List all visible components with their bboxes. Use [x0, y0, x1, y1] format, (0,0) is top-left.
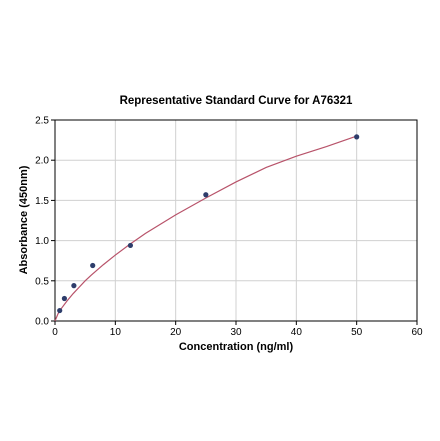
data-point — [57, 307, 63, 314]
data-point — [90, 262, 96, 269]
x-tick-label: 50 — [351, 327, 363, 338]
x-tick-label: 0 — [52, 327, 58, 338]
y-tick-label: 0.0 — [35, 317, 49, 328]
data-point — [61, 295, 68, 302]
fit-curve-line — [54, 135, 357, 322]
y-axis-title: Absorbance (450nm) — [18, 165, 30, 274]
y-tick-label: 1.5 — [35, 196, 49, 207]
data-points — [57, 134, 360, 314]
y-tick-label: 1.0 — [35, 236, 49, 247]
x-tick-label: 40 — [291, 327, 303, 338]
data-point — [354, 134, 360, 140]
y-tick-label: 2.5 — [35, 116, 49, 127]
chart-title: Representative Standard Curve for A76321 — [120, 95, 353, 107]
data-point — [71, 283, 77, 289]
y-tick-label: 0.5 — [35, 276, 49, 287]
grid-lines — [55, 120, 417, 321]
x-tick-label: 10 — [110, 327, 122, 338]
x-tick-label: 60 — [411, 327, 423, 338]
y-tick-label: 2.0 — [35, 156, 49, 167]
x-axis-title: Concentration (ng/ml) — [179, 341, 294, 353]
x-tick-label: 20 — [170, 327, 182, 338]
x-tick-label: 30 — [230, 327, 242, 338]
data-point — [127, 242, 134, 249]
axis-ticks: 0 10 20 30 40 50 60 0.0 0.5 1.0 1.5 2.0 2.5 — [35, 116, 423, 339]
data-point — [203, 192, 209, 198]
